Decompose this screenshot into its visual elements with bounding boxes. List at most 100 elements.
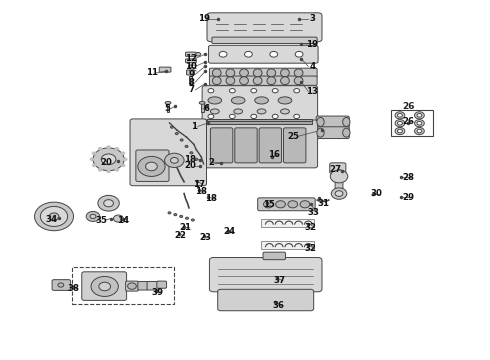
Circle shape [34,202,74,231]
Circle shape [115,168,119,172]
Circle shape [288,201,297,208]
FancyBboxPatch shape [316,127,349,139]
Text: 23: 23 [199,233,211,242]
Text: 37: 37 [273,276,285,285]
Circle shape [115,147,119,150]
Circle shape [49,213,59,220]
Ellipse shape [281,77,289,85]
Ellipse shape [253,69,262,77]
Circle shape [127,283,136,289]
Circle shape [335,191,343,197]
Circle shape [208,89,214,93]
Circle shape [99,282,111,291]
Text: 18: 18 [195,187,207,196]
Circle shape [185,145,188,148]
Circle shape [121,163,125,167]
Text: 1: 1 [191,122,197,131]
Text: 25: 25 [288,132,300,141]
Ellipse shape [317,128,324,137]
Circle shape [168,212,171,214]
Text: 20: 20 [100,158,112,167]
Circle shape [245,51,252,57]
Text: 20: 20 [185,161,196,170]
Circle shape [295,51,303,57]
Ellipse shape [257,109,266,114]
Circle shape [106,170,111,173]
Text: 27: 27 [329,165,341,174]
Circle shape [189,65,193,68]
Circle shape [122,157,127,161]
FancyBboxPatch shape [136,150,169,181]
Circle shape [270,51,278,57]
Text: 38: 38 [68,284,79,293]
Ellipse shape [210,109,219,114]
Circle shape [276,201,286,208]
Text: 10: 10 [186,62,197,71]
Circle shape [121,152,125,155]
Ellipse shape [343,117,350,126]
Ellipse shape [343,128,350,137]
FancyBboxPatch shape [263,252,286,260]
Ellipse shape [212,77,221,85]
Circle shape [174,213,177,216]
Text: 28: 28 [402,173,414,182]
Circle shape [190,152,193,154]
Ellipse shape [255,97,269,104]
Ellipse shape [281,69,289,77]
Circle shape [90,214,96,219]
Ellipse shape [199,102,205,104]
FancyBboxPatch shape [218,289,314,311]
Ellipse shape [294,77,303,85]
Text: 22: 22 [175,231,187,240]
FancyBboxPatch shape [335,172,343,196]
Ellipse shape [278,97,292,104]
Ellipse shape [165,102,171,104]
Ellipse shape [240,77,248,85]
Text: 19: 19 [306,40,318,49]
Text: 13: 13 [306,87,318,96]
Text: 26: 26 [402,117,414,126]
Text: 21: 21 [179,222,192,231]
FancyBboxPatch shape [125,281,138,291]
Text: 35: 35 [96,216,107,225]
Circle shape [104,200,114,207]
Text: 18: 18 [184,155,196,164]
Bar [167,102,170,112]
Ellipse shape [253,77,262,85]
Text: 31: 31 [317,199,329,208]
Circle shape [91,276,118,296]
Text: 32: 32 [305,222,317,231]
Bar [261,242,314,249]
Ellipse shape [212,69,221,77]
Circle shape [251,89,257,93]
FancyBboxPatch shape [209,68,317,77]
Bar [189,76,192,84]
Text: 29: 29 [402,193,414,202]
Circle shape [180,215,183,217]
Circle shape [417,129,422,133]
Ellipse shape [267,77,276,85]
FancyBboxPatch shape [202,120,318,168]
Text: 33: 33 [307,208,319,217]
Circle shape [40,206,68,226]
Text: 9: 9 [189,70,195,79]
Circle shape [208,114,214,118]
Ellipse shape [234,109,243,114]
Text: 36: 36 [272,301,284,310]
FancyBboxPatch shape [210,128,233,163]
Circle shape [98,195,119,211]
Circle shape [114,215,123,222]
Circle shape [192,219,195,221]
Circle shape [417,121,422,125]
Circle shape [58,283,64,287]
FancyBboxPatch shape [208,45,318,63]
Circle shape [251,114,257,118]
Circle shape [229,114,235,118]
Circle shape [171,126,173,128]
Circle shape [93,148,124,171]
Text: 7: 7 [188,85,195,94]
Ellipse shape [294,69,303,77]
FancyBboxPatch shape [187,70,195,75]
Circle shape [90,157,95,161]
Circle shape [330,170,348,183]
